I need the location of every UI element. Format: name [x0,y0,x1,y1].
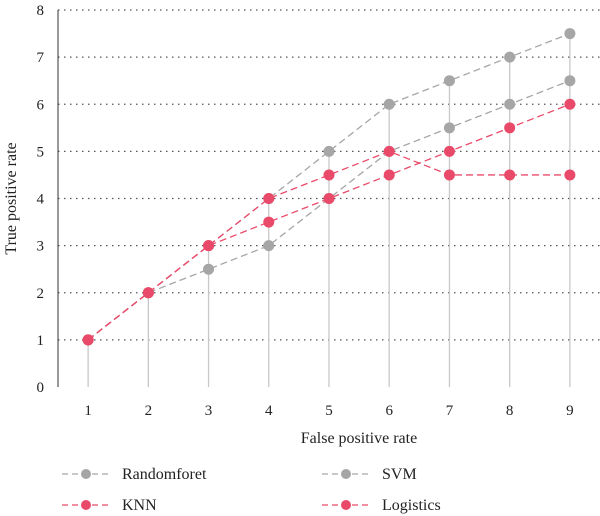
x-tick-label-6: 6 [385,403,393,419]
vertical-stems [87,33,571,387]
x-tick-label-7: 7 [446,403,454,419]
point-svm-9 [564,28,576,40]
legend: Randomforet SVM KNN Logistics [62,466,441,514]
point-randomforet-9 [564,75,576,87]
x-tick-labels: 1 2 3 4 5 6 7 8 9 [84,403,573,419]
legend-marker-knn [81,500,91,510]
legend-label-svm: SVM [382,466,417,483]
point-randomforet-8 [504,98,516,110]
legend-marker-svm [341,469,351,479]
y-axis-title: True positive rate [3,142,20,254]
y-tick-label-6: 6 [37,97,45,113]
x-axis-title: False positive rate [301,430,417,447]
y-tick-label-2: 2 [37,286,45,302]
legend-marker-randomforet [81,469,91,479]
point-logistics-6 [383,169,395,181]
point-knn-9 [564,169,576,181]
point-logistics-8 [504,122,516,134]
point-logistics-4 [263,216,275,228]
point-logistics-7 [443,145,455,157]
legend-label-randomforet: Randomforet [122,466,207,483]
y-tick-label-1: 1 [37,333,45,349]
point-svm-7 [443,75,455,87]
point-knn-7 [443,169,455,181]
point-randomforet-7 [443,122,455,134]
x-tick-label-2: 2 [145,403,153,419]
y-tick-label-3: 3 [37,239,45,255]
point-knn-4 [263,193,275,204]
y-tick-label-7: 7 [37,50,45,66]
legend-label-knn: KNN [122,497,157,514]
point-logistics-5 [323,193,335,204]
point-knn-5 [323,169,335,181]
series-line-randomforet [87,80,571,341]
series-layer [82,28,576,346]
point-knn-6 [383,145,395,157]
series-line-logistics [87,103,571,341]
point-knn-8 [504,169,516,181]
point-svm-5 [323,145,335,157]
x-tick-label-1: 1 [84,403,92,419]
point-logistics-2 [142,287,154,299]
point-logistics-1 [82,334,94,346]
point-svm-8 [504,51,516,63]
y-tick-labels: 0 1 2 3 4 5 6 7 8 [37,3,45,396]
point-randomforet-3 [203,263,215,275]
point-randomforet-4 [263,240,275,252]
x-tick-label-9: 9 [566,403,574,419]
legend-marker-logistics [341,500,351,510]
x-tick-label-3: 3 [205,403,213,419]
point-logistics-3 [203,240,215,252]
y-tick-label-8: 8 [37,3,45,19]
point-svm-6 [383,98,395,110]
y-tick-label-0: 0 [37,380,45,396]
x-tick-label-8: 8 [506,403,514,419]
point-logistics-9 [564,98,576,110]
legend-label-logistics: Logistics [382,497,441,514]
y-tick-label-4: 4 [37,192,45,208]
x-tick-label-4: 4 [265,403,273,419]
y-tick-label-5: 5 [37,144,45,160]
x-tick-label-5: 5 [325,403,333,419]
